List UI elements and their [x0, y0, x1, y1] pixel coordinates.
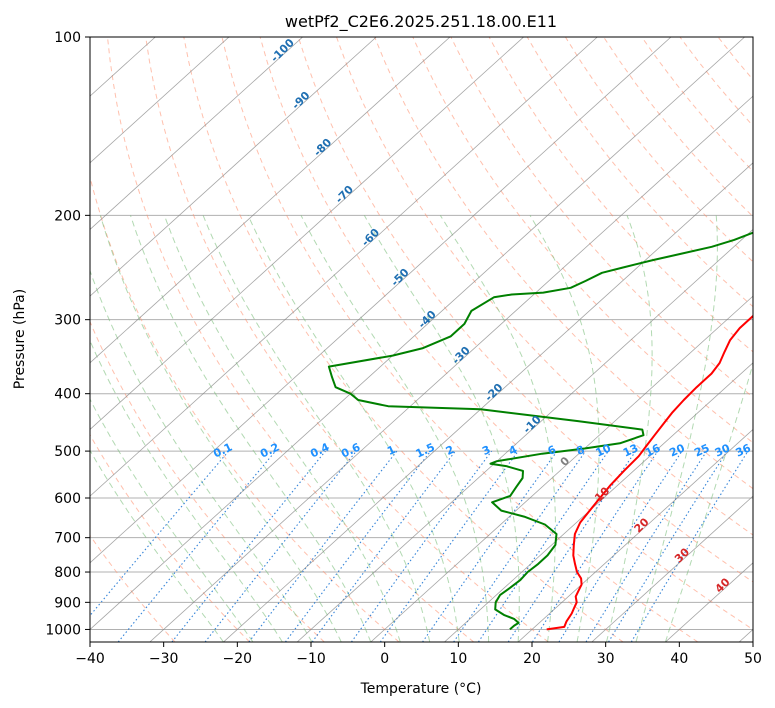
y-tick-label: 600 [54, 491, 81, 507]
temperature-profile-line [546, 314, 753, 631]
x-tick-label: 50 [744, 651, 762, 667]
y-tick-label: 500 [54, 444, 81, 460]
y-axis-label: Pressure (hPa) [12, 289, 28, 389]
isotherm-line [90, 37, 303, 230]
isotherm-line [90, 37, 451, 364]
mixing-ratio-line [531, 450, 659, 642]
mixing-ratio-line [630, 450, 749, 642]
mixing-ratio-line [350, 450, 493, 642]
mixing-ratio-line [608, 450, 728, 642]
isotherm-line [296, 228, 753, 642]
chart-title: wetPf2_C2E6.2025.251.18.00.E11 [285, 12, 557, 32]
x-tick-label: −20 [223, 651, 253, 667]
isotherm-line [370, 295, 753, 642]
mixing-ratio-line [422, 450, 558, 642]
x-axis-ticks: −40 −30 −20 −10 0 10 20 30 40 50 [75, 642, 762, 667]
moist-adiabat-line [99, 215, 342, 642]
isotherm-line [90, 37, 377, 297]
plot-frame [89, 36, 754, 643]
dry-adiabat-line [259, 37, 753, 631]
y-tick-label: 800 [54, 565, 81, 581]
x-tick-label: −30 [149, 651, 179, 667]
mixing-ratio-line [204, 450, 357, 642]
y-tick-label: 1000 [45, 622, 81, 638]
isotherm-line [223, 162, 753, 642]
isotherm-line [149, 95, 753, 642]
dewpoint-profile-line [327, 231, 753, 631]
moist-adiabat-line [90, 449, 224, 642]
x-tick-label: 10 [449, 651, 467, 667]
isotherm-line [90, 37, 672, 564]
dry-adiabat-line [90, 320, 325, 642]
isotherm-line [90, 37, 230, 164]
dry-adiabat-line [526, 37, 753, 308]
x-tick-label: −10 [296, 651, 326, 667]
y-tick-label: 100 [54, 30, 81, 46]
dry-adiabat-line [221, 37, 699, 642]
moist-adiabat-line [90, 339, 283, 642]
mixing-ratio-label: 25 [692, 441, 711, 459]
mixing-ratio-line [558, 450, 683, 642]
mixing-ratio-label: 36 [734, 441, 754, 459]
moist-adiabat-line [665, 362, 753, 642]
x-axis-label: Temperature (°C) [360, 681, 482, 697]
mixing-ratio-label: 20 [667, 441, 687, 459]
mixing-ratio-label: 16 [643, 441, 663, 459]
moist-adiabats [90, 215, 753, 642]
isotherm-line [517, 428, 753, 642]
y-tick-label: 200 [54, 208, 81, 224]
y-tick-label: 700 [54, 531, 81, 547]
y-tick-label: 400 [54, 387, 81, 403]
x-tick-label: 40 [670, 651, 688, 667]
moist-adiabat-line [202, 215, 431, 642]
dry-adiabat-line [297, 37, 753, 583]
mixing-ratio-lines [90, 450, 749, 642]
dry-adiabats [90, 37, 753, 642]
y-tick-label: 900 [54, 595, 81, 611]
mixing-ratio-line [507, 450, 637, 642]
dry-adiabat-line [183, 37, 624, 642]
x-tick-label: −40 [75, 651, 105, 667]
profile-series [327, 231, 753, 631]
moist-adiabat-line [300, 215, 490, 642]
dry-adiabat-line [90, 534, 176, 642]
pressure-gridlines [90, 37, 753, 630]
x-tick-label: 30 [597, 651, 615, 667]
isotherm-line [90, 37, 598, 497]
mixing-ratio-line [284, 450, 432, 642]
mixing-ratio-label: 13 [621, 441, 640, 459]
moist-adiabat-line [90, 398, 254, 642]
dry-adiabat-line [90, 433, 250, 642]
mixing-ratio-line [90, 450, 230, 617]
dry-adiabat-line [488, 37, 753, 353]
moist-adiabat-line [363, 215, 520, 642]
y-axis-ticks: 100 200 300 400 500 600 700 800 900 1000 [45, 30, 90, 638]
dry-adiabat-line [374, 37, 753, 490]
mixing-ratio-label: 30 [713, 441, 733, 459]
moist-adiabat-line [606, 215, 653, 642]
mixing-ratio-line [477, 450, 609, 642]
isotherm-line [591, 495, 753, 642]
dry-adiabat-line [107, 37, 475, 642]
mixing-ratio-line [117, 450, 276, 642]
moist-adiabat-line [439, 215, 556, 642]
mixing-ratio-line [453, 450, 587, 642]
x-tick-label: 20 [523, 651, 541, 667]
moist-adiabat-line [247, 215, 460, 642]
plot-area [90, 37, 753, 642]
y-tick-label: 300 [54, 313, 81, 329]
mixing-ratio-line [171, 450, 326, 642]
dry-adiabat-line [145, 37, 549, 642]
isotherm-line [90, 37, 745, 630]
x-tick-label: 0 [380, 651, 389, 667]
isotherm-line [90, 37, 524, 430]
mixing-ratio-label: 10 [594, 441, 614, 459]
moist-adiabat-line [90, 269, 313, 642]
mixing-ratio-line [311, 450, 456, 642]
moist-adiabat-line [529, 215, 600, 642]
moist-adiabat-line [130, 215, 372, 642]
